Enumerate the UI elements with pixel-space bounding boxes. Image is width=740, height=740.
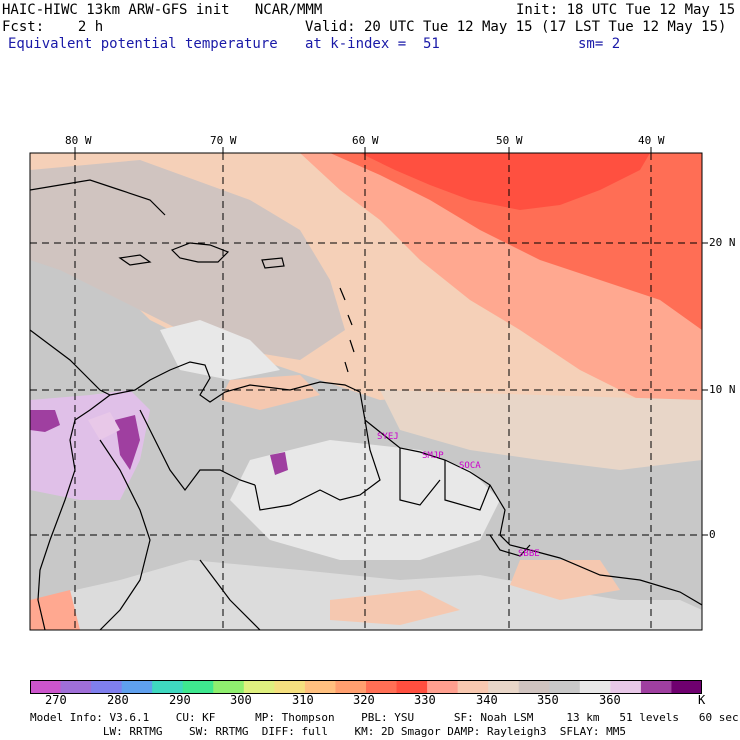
color-bar — [30, 680, 702, 694]
colorbar-swatch — [213, 680, 245, 694]
cb-label-290: 290 — [169, 693, 191, 707]
model-physics-line: LW: RRTMG SW: RRTMG DIFF: full KM: 2D Sm… — [30, 725, 627, 738]
colorbar-swatch — [30, 680, 62, 694]
colorbar-swatch — [518, 680, 550, 694]
cb-label-360: 360 — [599, 693, 621, 707]
colorbar-swatch — [274, 680, 306, 694]
lon-label-80w: 80 W — [65, 134, 92, 147]
lat-label-0: 0 — [709, 528, 716, 541]
init-time: Init: 18 UTC Tue 12 May 15 — [516, 2, 736, 18]
colorbar-swatch — [457, 680, 489, 694]
cb-label-270: 270 — [45, 693, 67, 707]
lat-label-10n: 10 N — [709, 383, 736, 396]
cb-label-300: 300 — [230, 693, 252, 707]
valid-time: Valid: 20 UTC Tue 12 May 15 (17 LST Tue … — [305, 19, 727, 35]
colorbar-frame — [30, 680, 702, 694]
tick-marks — [74, 147, 708, 536]
cb-label-350: 350 — [537, 693, 559, 707]
cb-label-280: 280 — [107, 693, 129, 707]
smoothing: sm= 2 — [578, 36, 621, 52]
model-info-line: Model Info: V3.6.1 CU: KF MP: Thompson P… — [30, 711, 739, 724]
colorbar-swatch — [610, 680, 642, 694]
cb-label-310: 310 — [292, 693, 314, 707]
colorbar-swatch — [579, 680, 611, 694]
colorbar-swatch — [396, 680, 428, 694]
station-sbbe: SBBE — [518, 549, 540, 559]
colorbar-swatch — [121, 680, 153, 694]
station-soca: SOCA — [459, 461, 481, 471]
colorbar-swatch — [488, 680, 520, 694]
field-shading — [30, 153, 702, 630]
forecast-hour: Fcst: 2 h — [2, 19, 104, 35]
lat-label-20n: 20 N — [709, 236, 736, 249]
colorbar-swatch — [152, 680, 184, 694]
colorbar-swatch — [304, 680, 336, 694]
colorbar-swatch — [671, 680, 702, 694]
cb-label-320: 320 — [353, 693, 375, 707]
colorbar-swatch — [60, 680, 92, 694]
colorbar-swatch — [549, 680, 581, 694]
colorbar-swatch — [91, 680, 123, 694]
map-frame — [29, 152, 703, 631]
level-index: at k-index = 51 — [305, 36, 440, 52]
colorbar-swatch — [640, 680, 672, 694]
colorbar-swatch — [182, 680, 214, 694]
colorbar-swatch — [243, 680, 275, 694]
colorbar-swatch — [427, 680, 459, 694]
colorbar-swatch — [335, 680, 367, 694]
lon-label-60w: 60 W — [352, 134, 379, 147]
cb-label-340: 340 — [476, 693, 498, 707]
field-name: Equivalent potential temperature — [8, 36, 278, 52]
graticule — [30, 153, 702, 630]
cb-unit: K — [698, 693, 706, 707]
lon-label-40w: 40 W — [638, 134, 665, 147]
lon-label-70w: 70 W — [210, 134, 237, 147]
station-smjp: SMJP — [422, 451, 444, 461]
colorbar-swatch — [366, 680, 398, 694]
model-title: HAIC-HIWC 13km ARW-GFS init NCAR/MMM — [2, 2, 323, 18]
cb-label-330: 330 — [414, 693, 436, 707]
station-syej: SYEJ — [377, 432, 399, 442]
lon-label-50w: 50 W — [496, 134, 523, 147]
